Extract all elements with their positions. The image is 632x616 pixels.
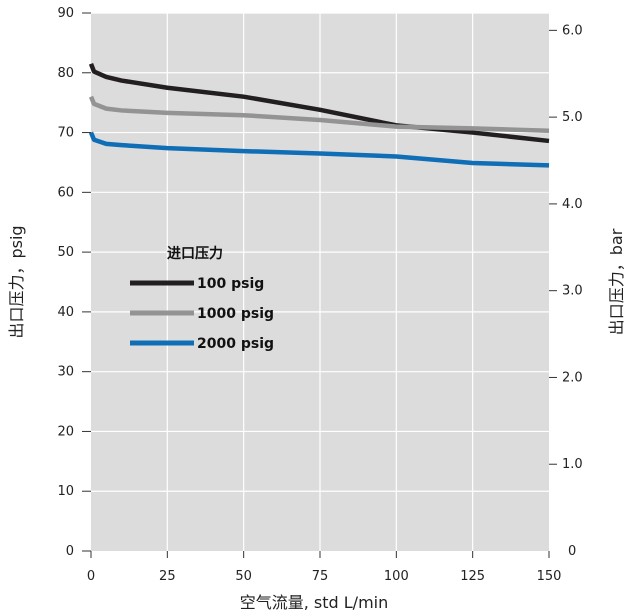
x-tick-label: 125 bbox=[460, 569, 485, 584]
legend-title: 进口压力 bbox=[167, 245, 223, 262]
legend-label: 1000 psig bbox=[197, 306, 274, 322]
y2-axis-title: 出口压力，bar bbox=[607, 228, 626, 335]
y-tick-label: 90 bbox=[57, 6, 74, 21]
series-line bbox=[88, 131, 550, 168]
y2-tick-label: 5.0 bbox=[562, 110, 583, 125]
x-tick-label: 50 bbox=[235, 569, 252, 584]
y-tick-label: 10 bbox=[57, 484, 74, 499]
y-tick-label: 60 bbox=[57, 185, 74, 200]
legend: 进口压力 100 psig 1000 psig 2000 psig bbox=[130, 245, 274, 352]
y-tick-label: 0 bbox=[66, 544, 74, 559]
x-tick-label: 25 bbox=[159, 569, 176, 584]
x-tick-label: 150 bbox=[537, 569, 562, 584]
y2-tick-label: 3.0 bbox=[562, 284, 583, 299]
x-axis-title: 空气流量, std L/min bbox=[240, 593, 389, 612]
series-line bbox=[88, 95, 550, 134]
legend-label: 100 psig bbox=[197, 276, 264, 292]
y2-tick-label: 6.0 bbox=[562, 23, 583, 38]
y-tick-label: 80 bbox=[57, 66, 74, 81]
y2-tick-label: 1.0 bbox=[562, 457, 583, 472]
y-tick-label: 70 bbox=[57, 126, 74, 141]
x-tick-label: 0 bbox=[87, 569, 95, 584]
y-axis-title: 出口压力，psig bbox=[7, 225, 26, 338]
y-axis-right: 0 1.0 2.0 3.0 4.0 5.0 6.0 bbox=[549, 23, 583, 559]
y2-tick-label: 2.0 bbox=[562, 370, 583, 385]
x-tick-label: 75 bbox=[312, 569, 329, 584]
y2-tick-label: 0 bbox=[568, 544, 576, 559]
y-tick-label: 50 bbox=[57, 245, 74, 260]
y-tick-label: 30 bbox=[57, 365, 74, 380]
y-axis-left: 0 10 20 30 40 50 60 70 80 90 bbox=[57, 6, 91, 559]
y-tick-label: 40 bbox=[57, 305, 74, 320]
series-lines bbox=[88, 62, 550, 168]
legend-label: 2000 psig bbox=[197, 336, 274, 352]
x-axis: 0 25 50 75 100 125 150 bbox=[87, 551, 562, 584]
y-tick-label: 20 bbox=[57, 424, 74, 439]
x-tick-label: 100 bbox=[384, 569, 409, 584]
y2-tick-label: 4.0 bbox=[562, 197, 583, 212]
